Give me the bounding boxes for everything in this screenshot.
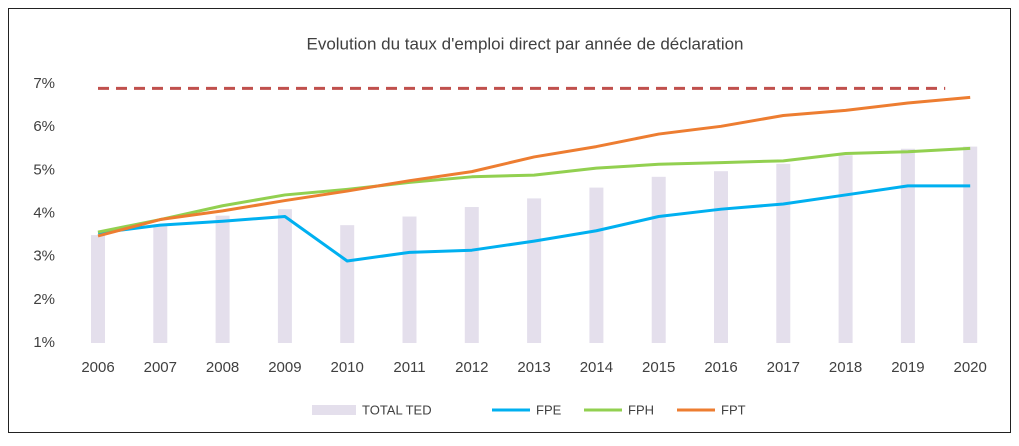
bar [402, 216, 417, 343]
y-tick-label: 6% [33, 118, 55, 135]
line-series [97, 95, 971, 238]
y-tick-label: 2% [33, 291, 55, 308]
x-tick-label: 2012 [455, 359, 488, 376]
bar [589, 187, 604, 343]
legend-label: FPE [536, 402, 562, 417]
x-tick-label: 2009 [268, 359, 301, 376]
legend-swatch [312, 405, 356, 415]
bar [153, 224, 168, 343]
x-tick-label: 2015 [642, 359, 675, 376]
x-tick-label: 2014 [580, 359, 613, 376]
bar [527, 198, 542, 343]
bar [464, 207, 479, 343]
x-tick-label: 2017 [767, 359, 800, 376]
x-tick-label: 2008 [206, 359, 239, 376]
line-series [97, 184, 971, 263]
bar [900, 148, 915, 343]
y-tick-label: 7% [33, 75, 55, 92]
bar [91, 235, 105, 343]
legend-label: FPH [628, 402, 654, 417]
bar [776, 163, 791, 343]
bar [714, 171, 728, 343]
y-tick-label: 4% [33, 204, 55, 221]
bar [651, 176, 666, 343]
y-tick-label: 5% [33, 161, 55, 178]
x-tick-label: 2007 [144, 359, 177, 376]
x-tick-label: 2018 [829, 359, 862, 376]
legend-label: FPT [721, 402, 746, 417]
bar [277, 209, 292, 343]
x-tick-label: 2020 [954, 359, 987, 376]
x-tick-label: 2019 [891, 359, 924, 376]
bar [838, 155, 853, 343]
x-tick-label: 2010 [331, 359, 364, 376]
legend-label: TOTAL TED [362, 402, 432, 417]
bar [340, 225, 355, 343]
y-tick-label: 1% [33, 334, 55, 351]
x-tick-label: 2006 [81, 359, 114, 376]
bar [215, 215, 230, 343]
x-tick-label: 2016 [704, 359, 737, 376]
bar [963, 146, 978, 343]
line-series [97, 146, 971, 234]
y-tick-label: 3% [33, 248, 55, 265]
x-tick-label: 2011 [393, 359, 425, 376]
chart-title: Evolution du taux d'emploi direct par an… [306, 34, 743, 53]
x-tick-label: 2013 [517, 359, 550, 376]
